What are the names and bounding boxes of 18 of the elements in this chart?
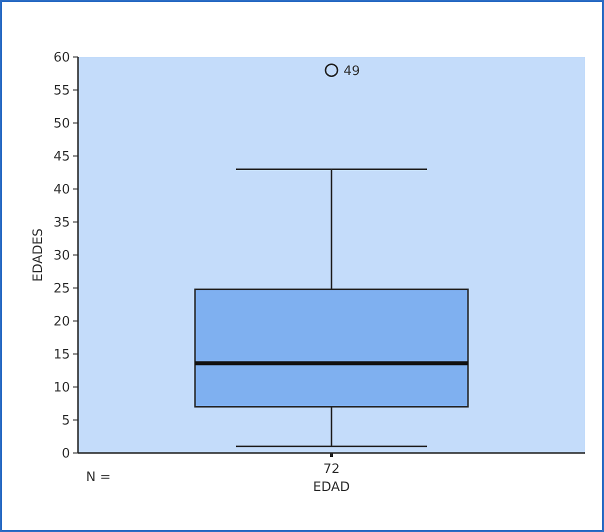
y-tick-label: 10 — [53, 380, 70, 396]
y-axis-title: EDADES — [31, 228, 46, 282]
y-tick-label: 50 — [53, 116, 70, 132]
x-tick-label: 72 — [323, 462, 340, 477]
y-tick-label: 15 — [53, 348, 70, 363]
y-tick-label: 35 — [53, 216, 70, 231]
y-tick-label: 40 — [53, 182, 70, 198]
y-tick-label: 45 — [53, 150, 70, 165]
y-tick-label: 0 — [62, 446, 70, 462]
y-tick-label: 55 — [53, 84, 70, 99]
x-axis-title: EDAD — [313, 480, 350, 495]
text: N = — [86, 470, 111, 485]
y-tick-label: 20 — [53, 314, 70, 330]
annotation: 49 — [344, 64, 360, 79]
y-tick-label: 60 — [53, 50, 70, 66]
y-tick-label: 25 — [53, 282, 70, 297]
y-tick-label: 30 — [53, 248, 70, 264]
y-tick-label: 5 — [62, 414, 70, 429]
